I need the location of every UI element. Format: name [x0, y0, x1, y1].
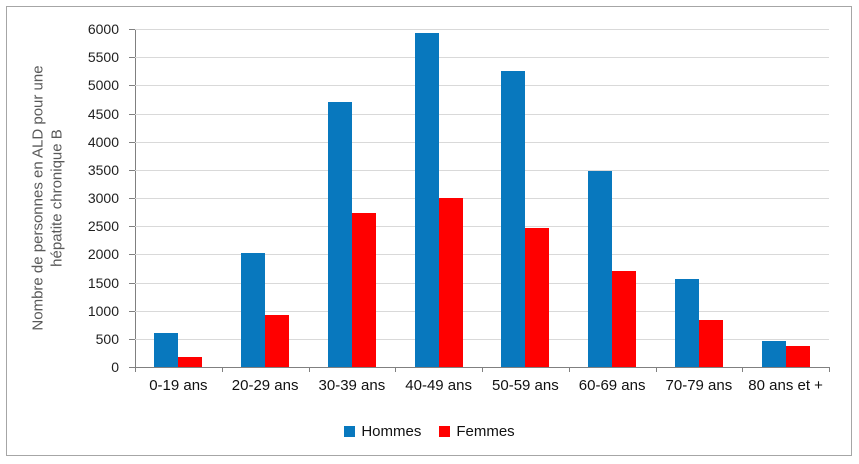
legend-label-hommes: Hommes	[361, 423, 422, 440]
bar-hommes-2	[327, 102, 352, 367]
bar-hommes-3	[414, 32, 439, 367]
bar-group-0	[135, 29, 222, 367]
bar-group-4	[482, 29, 569, 367]
y-tick-mark	[129, 338, 135, 340]
gridline	[135, 29, 829, 30]
x-category-label: 20-29 ans	[231, 377, 299, 394]
bar-group-2	[309, 29, 396, 367]
gridline	[135, 310, 829, 312]
x-category-label: 80 ans et +	[748, 377, 823, 394]
y-tick-label: 0	[111, 359, 119, 375]
gridline	[135, 254, 829, 256]
y-tick-mark	[129, 226, 135, 228]
y-tick-label: 2000	[87, 246, 119, 263]
y-tick-mark	[129, 282, 135, 284]
y-tick-label: 1000	[87, 302, 119, 319]
x-tick-mark	[308, 368, 310, 372]
x-tick-mark	[568, 368, 570, 372]
y-tick-mark	[129, 141, 135, 143]
y-tick-mark	[129, 57, 135, 59]
y-tick-mark	[129, 198, 135, 199]
bar-femmes-6	[698, 319, 723, 367]
gridline	[135, 282, 829, 284]
legend-swatch-femmes	[439, 426, 451, 437]
legend-swatch-hommes	[344, 426, 356, 437]
y-tick-label: 4500	[87, 105, 119, 122]
bar-femmes-5	[612, 270, 637, 367]
y-tick-mark	[129, 169, 135, 171]
bar-femmes-3	[438, 198, 463, 367]
y-tick-mark	[129, 254, 135, 256]
legend-label-femmes: Femmes	[456, 423, 515, 440]
x-tick-mark	[742, 368, 744, 372]
gridline	[135, 169, 829, 171]
bar-femmes-4	[525, 227, 550, 367]
gridline	[135, 226, 829, 228]
y-tick-label: 5500	[87, 49, 119, 66]
bar-hommes-7	[761, 340, 786, 367]
gridline	[135, 57, 829, 59]
x-axis-line	[135, 367, 830, 368]
bar-group-5	[569, 29, 656, 367]
y-tick-label: 500	[95, 330, 119, 347]
x-tick-mark	[395, 368, 397, 372]
bar-hommes-1	[241, 252, 266, 367]
y-tick-mark	[129, 310, 135, 312]
y-tick-label: 3500	[87, 161, 119, 178]
plot-area	[135, 29, 829, 367]
bar-hommes-6	[674, 279, 699, 367]
gridline	[135, 85, 829, 87]
bar-group-1	[222, 29, 309, 367]
x-tick-mark	[655, 368, 657, 372]
x-category-label: 40-49 ans	[405, 377, 472, 394]
y-tick-mark	[129, 113, 135, 115]
bar-hommes-4	[501, 71, 526, 367]
y-tick-label: 4000	[87, 133, 119, 150]
y-tick-mark	[129, 85, 135, 87]
x-tick-mark	[135, 368, 136, 372]
gridline	[135, 141, 829, 143]
x-category-label: 30-39 ans	[318, 377, 386, 394]
bar-group-7	[742, 29, 829, 367]
y-tick-mark	[129, 367, 135, 368]
gridline	[135, 113, 829, 115]
bar-group-3	[395, 29, 482, 367]
bar-hommes-0	[154, 333, 179, 367]
y-tick-mark	[129, 29, 135, 30]
bar-group-6	[656, 29, 743, 367]
gridline	[135, 198, 829, 199]
legend-item-femmes: Femmes	[439, 423, 515, 440]
x-category-label: 0-19 ans	[149, 377, 208, 394]
y-tick-label: 3000	[87, 190, 119, 206]
x-axis-category-labels: 0-19 ans 20-29 ans 30-39 ans 40-49 ans 50-59…	[135, 377, 829, 394]
x-category-label: 70-79 ans	[665, 377, 733, 394]
x-tick-mark	[482, 368, 483, 372]
bar-femmes-7	[785, 345, 810, 367]
bar-groups	[135, 29, 829, 367]
bar-femmes-2	[351, 213, 376, 367]
legend-item-hommes: Hommes	[344, 423, 421, 440]
bar-hommes-5	[588, 170, 613, 367]
y-tick-label: 6000	[87, 21, 119, 37]
x-tick-mark	[221, 368, 223, 372]
y-tick-label: 1500	[87, 274, 119, 291]
x-category-label: 50-59 ans	[492, 377, 559, 394]
gridline	[135, 338, 829, 340]
bar-femmes-1	[265, 315, 290, 367]
bar-femmes-0	[178, 357, 203, 367]
legend: Hommes Femmes	[0, 423, 859, 440]
y-tick-label: 2500	[87, 218, 119, 235]
x-tick-mark	[829, 368, 830, 372]
y-tick-label: 5000	[87, 77, 119, 94]
x-category-label: 60-69 ans	[578, 377, 646, 394]
